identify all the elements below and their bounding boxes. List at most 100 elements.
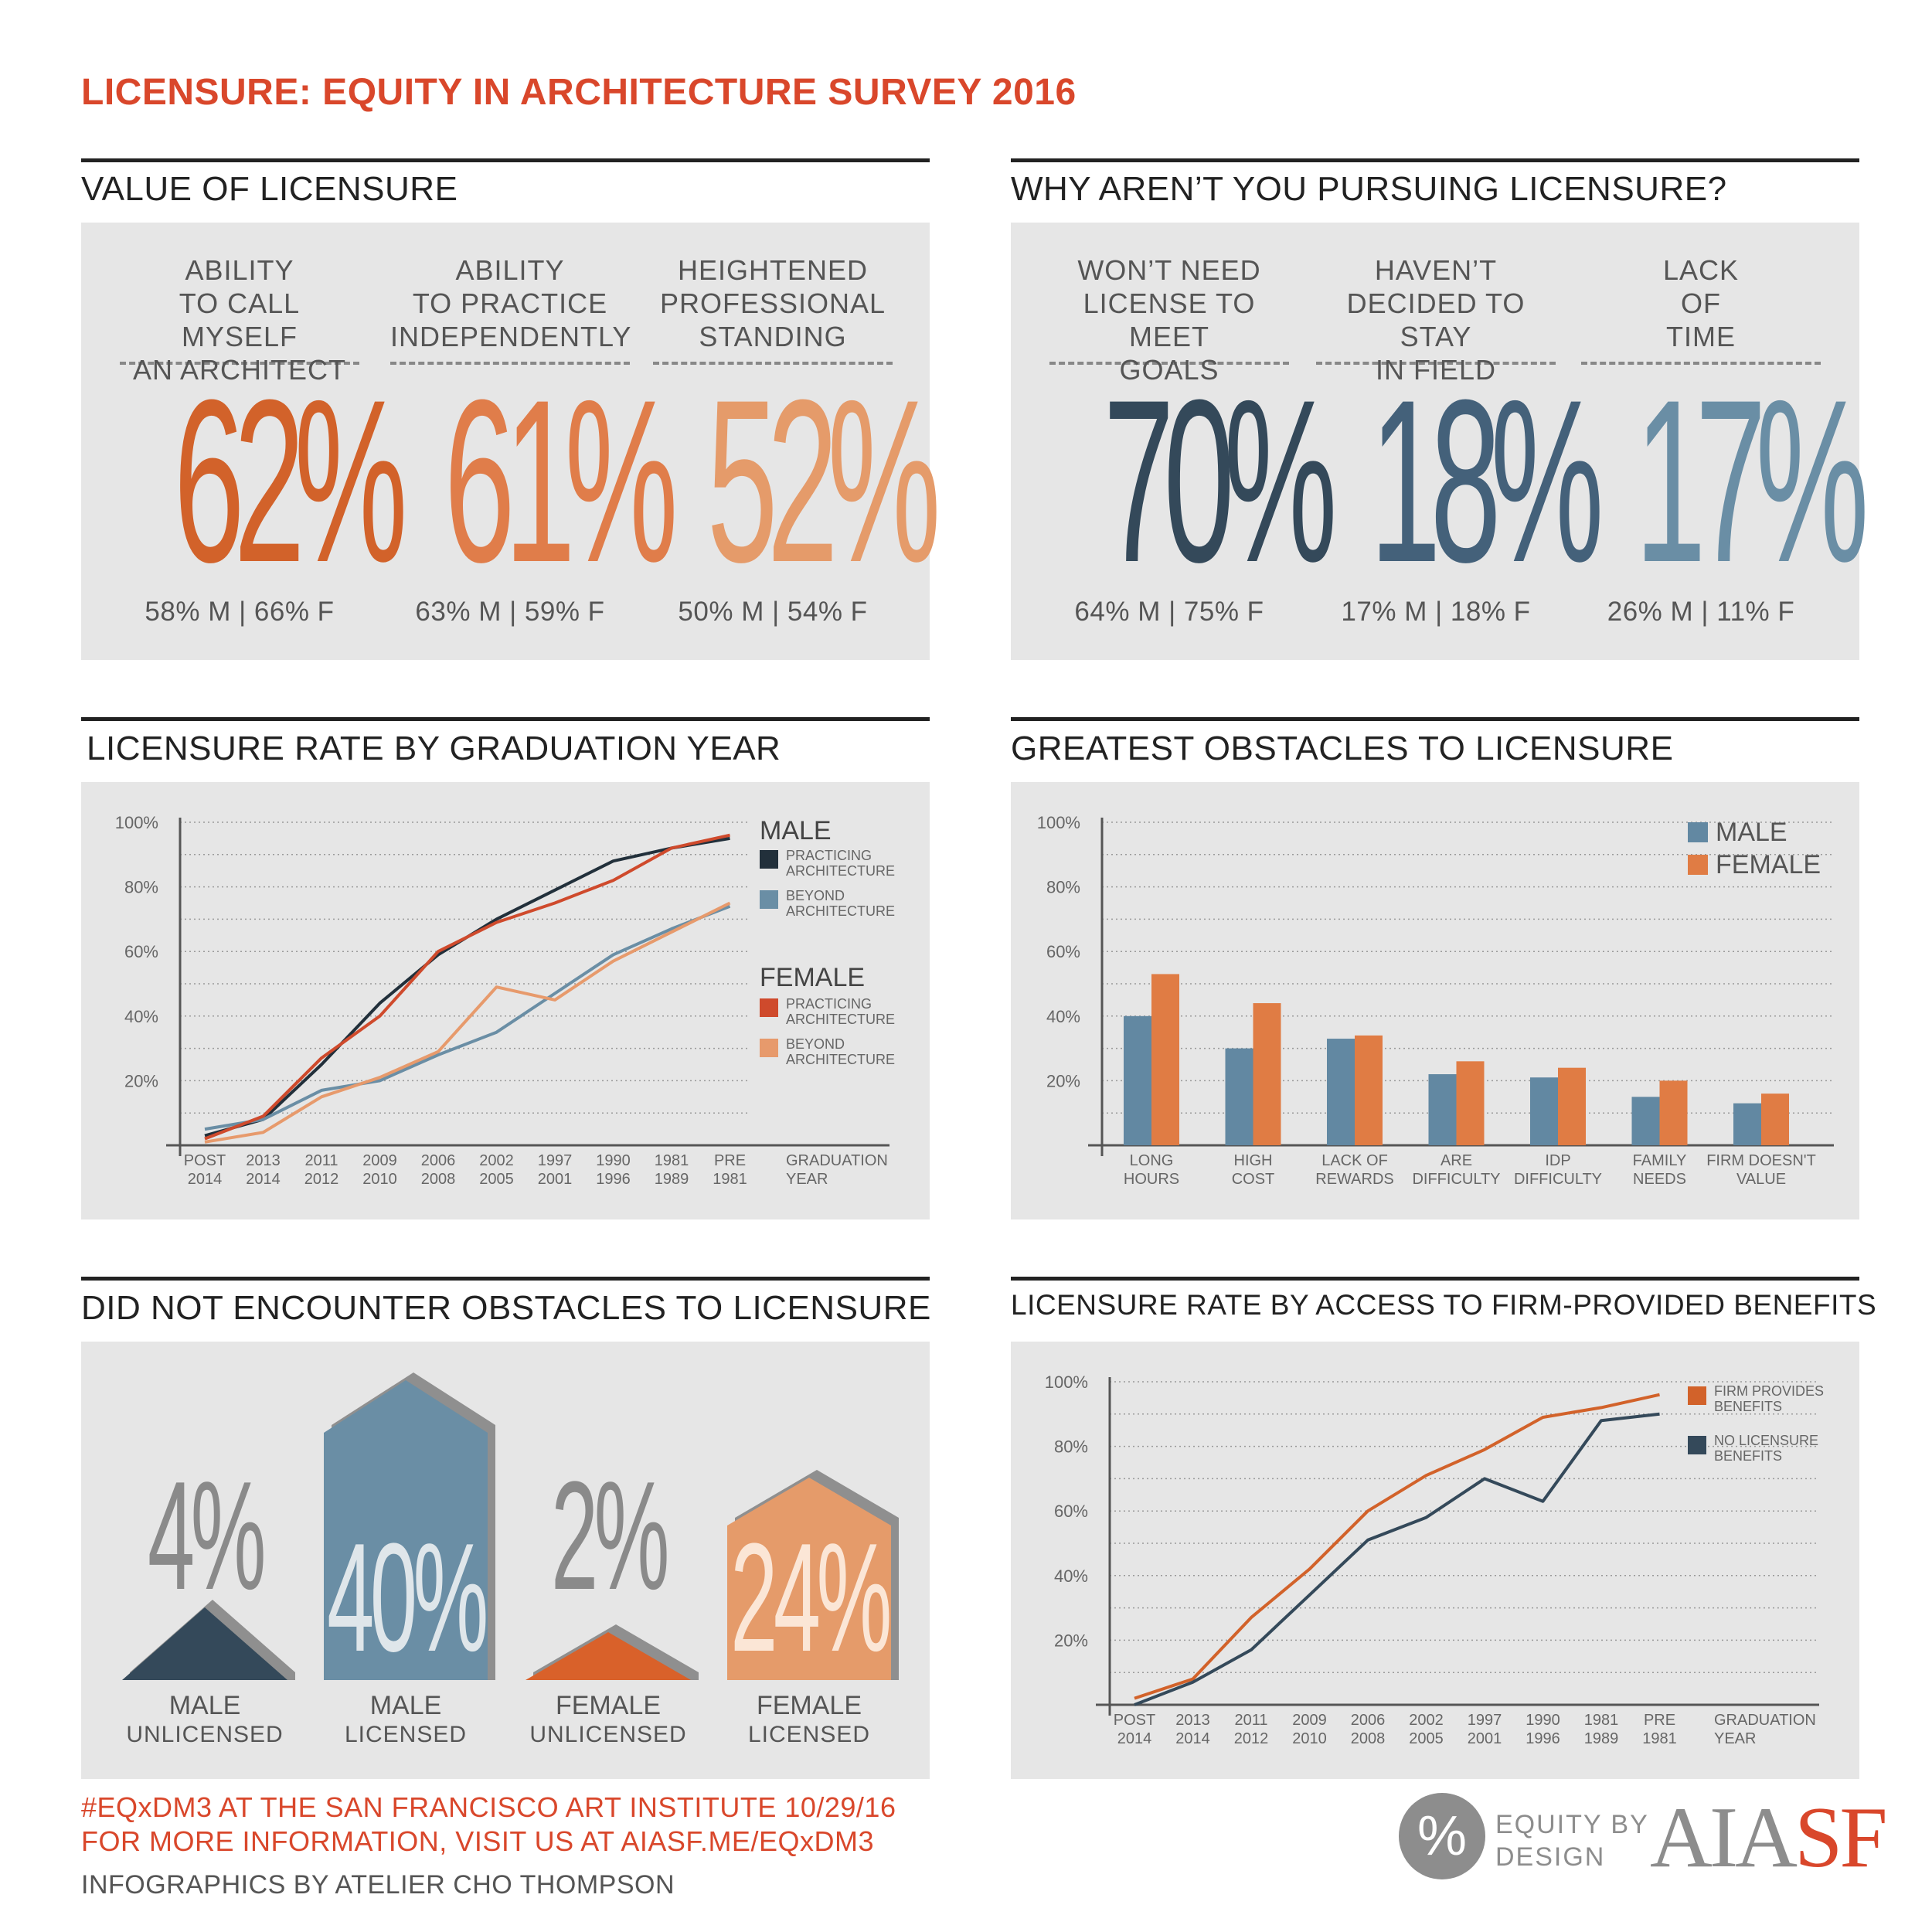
legend-swatch [1688, 1436, 1706, 1454]
bar [1225, 1048, 1253, 1145]
house-label: LICENSED [345, 1722, 467, 1747]
stat-label-line: HEIGHTENED [677, 254, 869, 286]
legend-swatch [1688, 822, 1708, 842]
x-tick-label: 2009 [1292, 1712, 1327, 1729]
legend-heading-female: FEMALE [760, 963, 865, 992]
x-tick-label: 2014 [1117, 1730, 1152, 1747]
bar [1530, 1077, 1558, 1145]
legend-label: PRACTICING [786, 996, 872, 1012]
legend-label: ARCHITECTURE [786, 863, 895, 879]
x-tick-label: 2012 [304, 1171, 339, 1188]
legend-heading-male: MALE [760, 816, 832, 845]
aia-logo-text: AIA [1650, 1790, 1798, 1886]
legend-label: FEMALE [1716, 850, 1821, 879]
x-tick-label: POST [1114, 1712, 1155, 1729]
section-rule [81, 1277, 930, 1281]
y-tick-label: 100% [1045, 1372, 1088, 1392]
x-tick-label: VALUE [1736, 1171, 1786, 1188]
dashed-divider [653, 362, 893, 365]
legend-label: ARCHITECTURE [786, 1012, 895, 1027]
stat-label-line: ABILITY [185, 254, 294, 286]
stat-practice-independently: ABILITY TO PRACTICE INDEPENDENTLY 61% 63… [390, 253, 678, 628]
stat-label-line: ABILITY [455, 254, 565, 286]
x-tick-label: 2002 [479, 1152, 514, 1169]
series-line [1134, 1412, 1660, 1706]
x-tick-label: DIFFICULTY [1514, 1171, 1602, 1188]
stat-label-line: STANDING [699, 321, 847, 352]
stat-label-line: PROFESSIONAL [659, 287, 886, 319]
x-tick-label: 2010 [362, 1171, 397, 1188]
x-tick-label: 2005 [1409, 1730, 1444, 1747]
x-tick-label: HOURS [1124, 1171, 1179, 1188]
legend-label: BEYOND [786, 888, 845, 903]
house-shape [526, 1632, 691, 1680]
x-tick-label: 2011 [1234, 1712, 1267, 1729]
x-tick-label: COST [1232, 1171, 1275, 1188]
x-tick-label: 1997 [538, 1152, 573, 1169]
x-tick-label: PRE [1644, 1712, 1675, 1729]
equity-by-design-logo-text: EQUITY BY DESIGN [1495, 1808, 1649, 1873]
stat-label-line: TO CALL MYSELF [179, 287, 301, 352]
x-tick-label: 2001 [538, 1171, 573, 1188]
stat-split: 63% M | 59% F [415, 597, 605, 627]
series-line [204, 833, 730, 1141]
y-tick-label: 20% [1046, 1071, 1080, 1090]
stat-havent-decided: HAVEN’T DECIDED TO STAY IN FIELD 18% 17%… [1316, 253, 1604, 628]
y-tick-label: 40% [1046, 1007, 1080, 1026]
x-tick-label: IDP [1545, 1152, 1570, 1169]
house-label: UNLICENSED [529, 1722, 686, 1747]
x-tick-label: 1990 [1526, 1712, 1560, 1729]
page-title: LICENSURE: EQUITY IN ARCHITECTURE SURVEY… [81, 72, 1077, 113]
section-rule [1011, 158, 1859, 162]
x-tick-label: FAMILY [1633, 1152, 1687, 1169]
footer-info-link[interactable]: FOR MORE INFORMATION, VISIT US AT AIASF.… [81, 1825, 874, 1857]
why-not-pursuing-panel: WON’T NEED LICENSE TO MEET GOALS 70% 64%… [1011, 223, 1869, 660]
why-not-pursuing-title: WHY AREN’T YOU PURSUING LICENSURE? [1011, 170, 1727, 208]
x-tick-label: 1989 [1584, 1730, 1619, 1747]
footer-credit: INFOGRAPHICS BY ATELIER CHO THOMPSON [81, 1870, 675, 1900]
stat-label-line: TO PRACTICE [412, 287, 608, 319]
series-line [1134, 1393, 1660, 1700]
stat-value: 70% [1103, 351, 1338, 611]
x-axis-label: GRADUATION [786, 1152, 888, 1169]
logo-text-line: EQUITY BY [1495, 1810, 1649, 1839]
x-tick-label: 2012 [1234, 1730, 1269, 1747]
dashed-divider [1316, 362, 1556, 365]
x-tick-label: 1997 [1468, 1712, 1502, 1729]
x-axis-label: YEAR [1714, 1730, 1756, 1747]
obstacles-panel: 20% 40% 60% 80% 100% LONG HOURS HIGH COST LACK OF… [1011, 782, 1859, 1219]
house-label: MALE [370, 1691, 442, 1720]
stat-value: 18% [1369, 351, 1604, 611]
x-tick-label: REWARDS [1315, 1171, 1393, 1188]
legend-swatch [760, 1039, 778, 1057]
stat-label-line: DECIDED TO STAY [1346, 287, 1526, 352]
benefits-chart-title: LICENSURE RATE BY ACCESS TO FIRM-PROVIDE… [1011, 1289, 1877, 1321]
stat-label-line: LACK [1662, 254, 1740, 286]
legend-label: NO LICENSURE [1714, 1433, 1818, 1448]
x-tick-label: 1990 [596, 1152, 631, 1169]
section-rule [81, 717, 930, 721]
dashed-divider [1581, 362, 1821, 365]
section-rule [1011, 1277, 1859, 1281]
did-not-encounter-panel: 4% MALE UNLICENSED 40% MALE LICENSED 2% FEMALE U… [81, 1342, 930, 1779]
x-tick-label: 1981 [1584, 1712, 1619, 1729]
bar [1631, 1097, 1660, 1145]
benefits-chart: 20%40%60%80%100%POST20142013201420112012… [1045, 1372, 1824, 1747]
y-tick-label: 80% [1054, 1437, 1088, 1457]
benefits-panel: 20% 40% 60% 80% 100% POST 2014 2013 2014 2011 2012… [1011, 1342, 1859, 1779]
value-of-licensure-title: VALUE OF LICENSURE [81, 170, 458, 208]
obstacles-chart-title: GREATEST OBSTACLES TO LICENSURE [1011, 730, 1674, 767]
legend-label: BENEFITS [1714, 1448, 1782, 1464]
bar [1327, 1039, 1355, 1145]
x-tick-label: LACK OF [1321, 1152, 1388, 1169]
bar [1355, 1035, 1383, 1145]
x-tick-label: 1989 [655, 1171, 689, 1188]
stat-label-line: WON’T NEED [1077, 254, 1261, 286]
stat-label-line: LICENSE TO MEET [1083, 287, 1256, 352]
x-tick-label: ARE [1440, 1152, 1472, 1169]
logo-text-line: DESIGN [1495, 1842, 1606, 1872]
grad-year-panel: 20% 40% 60% 80% 100% POST 2014 2013 2014 2011 2012… [81, 782, 930, 1219]
house-shape [324, 1380, 488, 1680]
x-tick-label: 2013 [1175, 1712, 1210, 1729]
stat-label-line: GOALS [1119, 354, 1219, 386]
